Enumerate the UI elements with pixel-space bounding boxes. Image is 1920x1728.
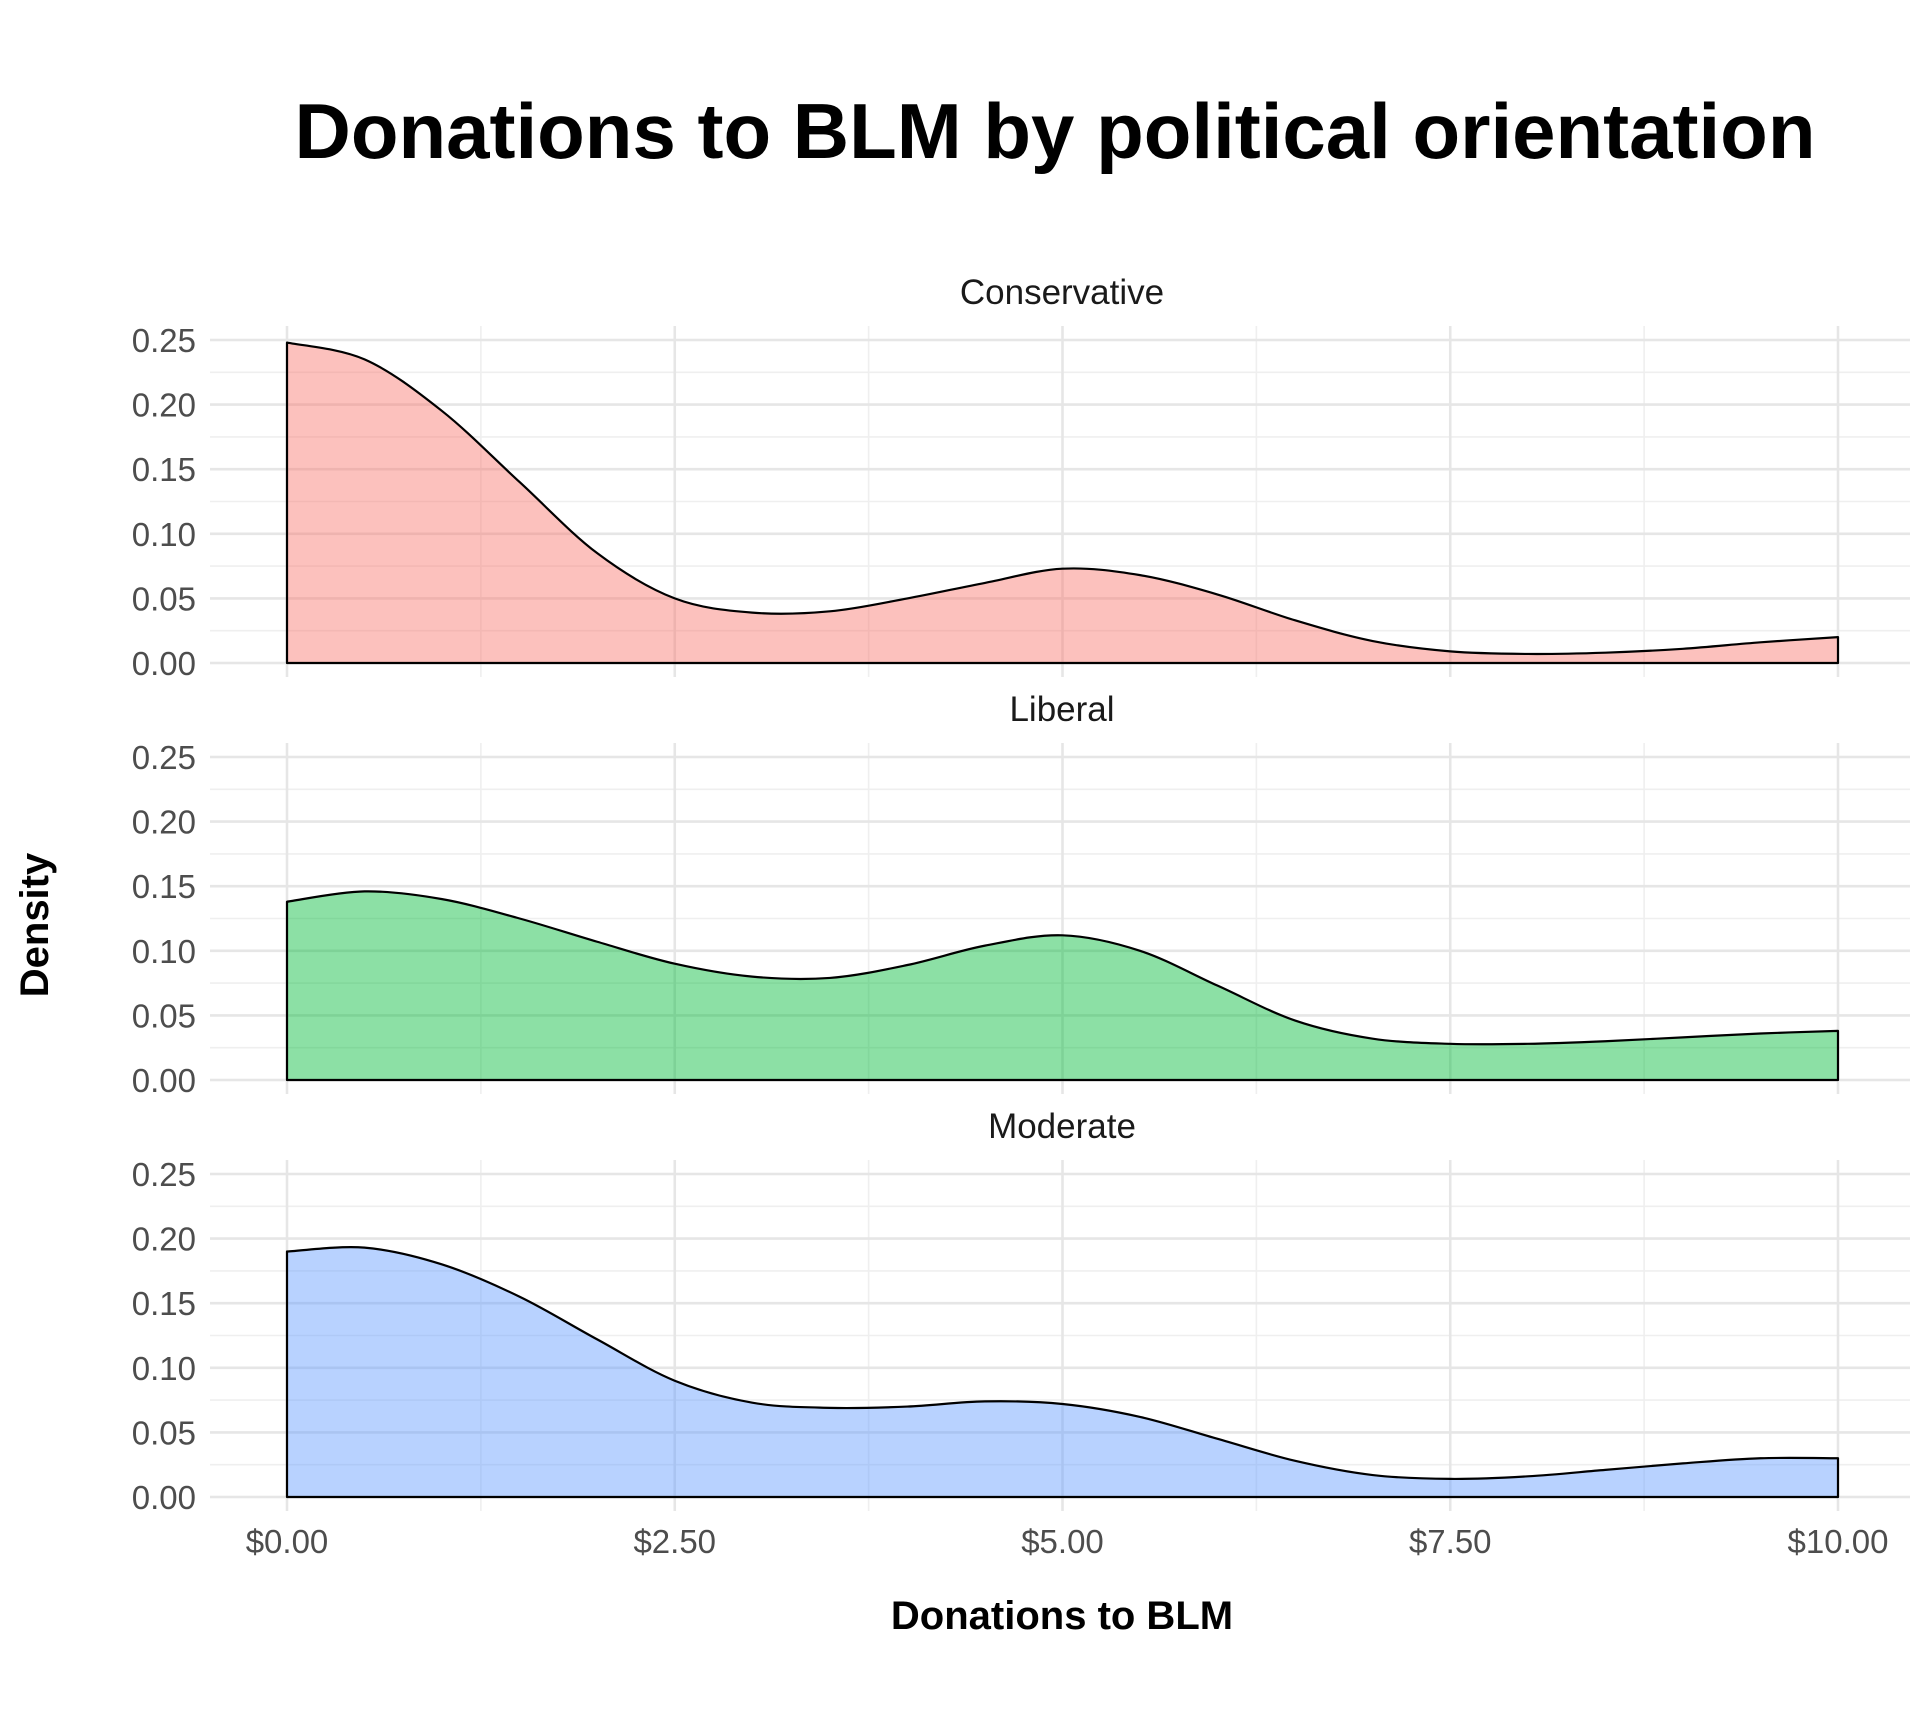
y-tick-label: 0.15 [132,1285,196,1322]
x-tick-label: $7.50 [1409,1523,1492,1560]
density-area-moderate [285,1246,1840,1499]
chart-title: Donations to BLM by political orientatio… [295,87,1816,175]
facet-label-liberal: Liberal [1009,690,1114,729]
x-tick-label: $2.50 [633,1523,716,1560]
x-axis-ticks: $0.00 $2.50 $5.00 $7.50 $10.00 [246,1523,1889,1560]
facet-label-conservative: Conservative [960,273,1164,312]
x-tick-label: $0.00 [246,1523,329,1560]
x-tick-label: $10.00 [1788,1523,1889,1560]
density-area-liberal [285,890,1840,1082]
y-tick-label: 0.25 [132,322,196,359]
facet-panels: 0.000.050.100.150.200.25Conservative0.00… [132,273,1910,1516]
y-tick-label: 0.25 [132,739,196,776]
panel-liberal: 0.00 0.05 0.10 0.15 0.20 0.25 Liberal [132,690,1910,1099]
y-tick-label: 0.00 [132,1062,196,1099]
panel-moderate: 0.00 0.05 0.10 0.15 0.20 0.25 Moderate [132,1107,1910,1516]
y-tick-label: 0.05 [132,580,196,617]
y-axis-title: Density [13,852,57,997]
y-tick-label: 0.00 [132,1479,196,1516]
y-tick-label: 0.15 [132,451,196,488]
density-area-conservative [285,341,1840,665]
y-tick-label: 0.25 [132,1156,196,1193]
y-tick-label: 0.05 [132,1414,196,1451]
y-tick-label: 0.05 [132,997,196,1034]
y-tick-label: 0.00 [132,645,196,682]
y-tick-label: 0.10 [132,1350,196,1387]
x-tick-label: $5.00 [1021,1523,1104,1560]
y-tick-label: 0.10 [132,933,196,970]
facet-label-moderate: Moderate [988,1107,1136,1146]
y-tick-label: 0.20 [132,804,196,841]
x-axis-title: Donations to BLM [891,1594,1233,1638]
y-tick-label: 0.10 [132,516,196,553]
y-tick-label: 0.20 [132,387,196,424]
y-tick-label: 0.20 [132,1221,196,1258]
y-tick-label: 0.15 [132,868,196,905]
panel-conservative: 0.00 0.05 0.10 0.15 0.20 0.25 Conservative [132,273,1910,682]
